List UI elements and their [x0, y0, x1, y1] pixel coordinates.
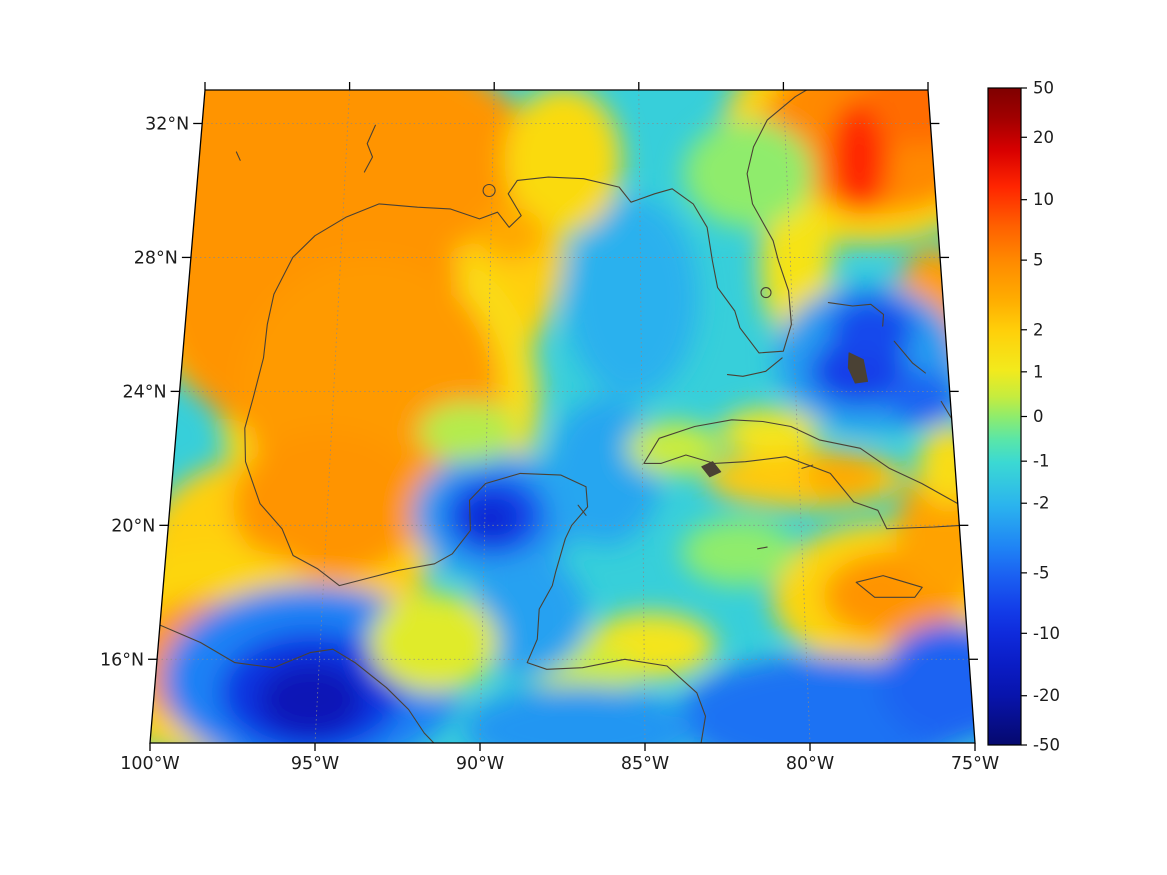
coastline-cuba-south-cays [801, 464, 814, 469]
lake-okeechobee [760, 287, 772, 299]
field-region-georgia-coast-green [683, 120, 814, 228]
coastline-north-america-gulf-coast [244, 90, 813, 743]
coastline-eleuthera [893, 340, 926, 374]
colorbar-tick-label: 1 [1033, 362, 1044, 381]
field-region-atlantic-red-streak [830, 100, 889, 214]
field-region-se-corner-blue [879, 622, 975, 743]
field-region-east-gulf-blue [565, 197, 699, 399]
coastline-grand-bahama-abaco [827, 302, 885, 327]
field-region-cayman-green [681, 518, 796, 586]
field-region-yucatan-channel-blue [548, 398, 662, 546]
colorbar-tick-label: -2 [1033, 494, 1049, 513]
field-region-guatemala-green [368, 592, 499, 693]
field-region-delta-orange-spot [479, 207, 545, 261]
colorbar-ticks [1021, 87, 1027, 746]
field-region-grand-bahama-blue [829, 297, 915, 358]
meridian-line [479, 90, 495, 743]
latitude-label: 32°N [145, 115, 189, 135]
field-region-south-blue-band [463, 686, 695, 743]
field-region-tehuantepec-core [258, 662, 364, 737]
lake-pontchartrain [482, 183, 496, 198]
colorbar-tick-label: 2 [1033, 320, 1044, 339]
latitude-label: 20°N [111, 516, 155, 536]
field-region-yucatan-north-green [418, 401, 518, 462]
colorbar-gradient [987, 87, 1022, 746]
field-region-campeche-rim-orange [233, 431, 423, 579]
field-region-north-gulf-yellow [504, 90, 622, 234]
field-region-corner-orange [867, 90, 972, 147]
meridian-line [314, 90, 350, 743]
latitude-label: 28°N [134, 248, 178, 268]
colorbar-tick-label: -1 [1033, 452, 1049, 471]
latitude-label: 24°N [122, 382, 166, 402]
axis-ticks [148, 82, 978, 751]
anomaly-field [150, 90, 975, 743]
colorbar-tick-label: -50 [1033, 736, 1060, 755]
colorbar-tick-label: 10 [1033, 190, 1054, 209]
colorbar-tick-label: 50 [1033, 79, 1054, 98]
coastline-texas-river [363, 124, 376, 173]
field-region-bahamas-east-blue [885, 371, 960, 425]
longitude-label: 95°W [291, 754, 339, 774]
colorbar-tick-label: 5 [1033, 251, 1044, 270]
field-region-south-cuba-orange [805, 455, 881, 496]
field-region-west-cuba-green [626, 421, 721, 476]
field-region-edge-yellow-east-cuba [917, 424, 975, 506]
colorbar-tick-label: 20 [1033, 128, 1054, 147]
coastline-cozumel [577, 504, 587, 516]
longitude-label: 80°W [786, 754, 834, 774]
field-region-belize-blue [469, 555, 586, 676]
coastline-isla-juventud [701, 461, 722, 478]
coastline-jamaica [855, 575, 923, 598]
longitude-label: 90°W [456, 754, 504, 774]
coastline-texas-mark [235, 151, 241, 161]
coastline-andros [847, 352, 869, 384]
longitude-label: 85°W [621, 754, 669, 774]
field-region-campeche-core [462, 495, 520, 542]
colorbar-tick-label: -10 [1033, 624, 1060, 643]
longitude-label: 75°W [951, 754, 999, 774]
field-region-nw-cuba-yellow [719, 408, 820, 455]
colorbar-tick-label: -20 [1033, 686, 1060, 705]
longitude-label: 100°W [120, 754, 179, 774]
colorbar-tick-label: -5 [1033, 563, 1049, 582]
meridian-line [783, 90, 811, 743]
coastline-cayman [757, 546, 768, 550]
map-area [150, 90, 975, 743]
colorbar-tick-label: 0 [1033, 407, 1044, 426]
latitude-label: 16°N [100, 650, 144, 670]
axis-labels: 100°W 95°W 90°W 85°W 80°W 75°W 32°N 28°N 24°N 20°… [100, 115, 999, 775]
coastline-florida-keys [726, 357, 783, 377]
coastline-mexico-pacific-coast [153, 621, 438, 743]
